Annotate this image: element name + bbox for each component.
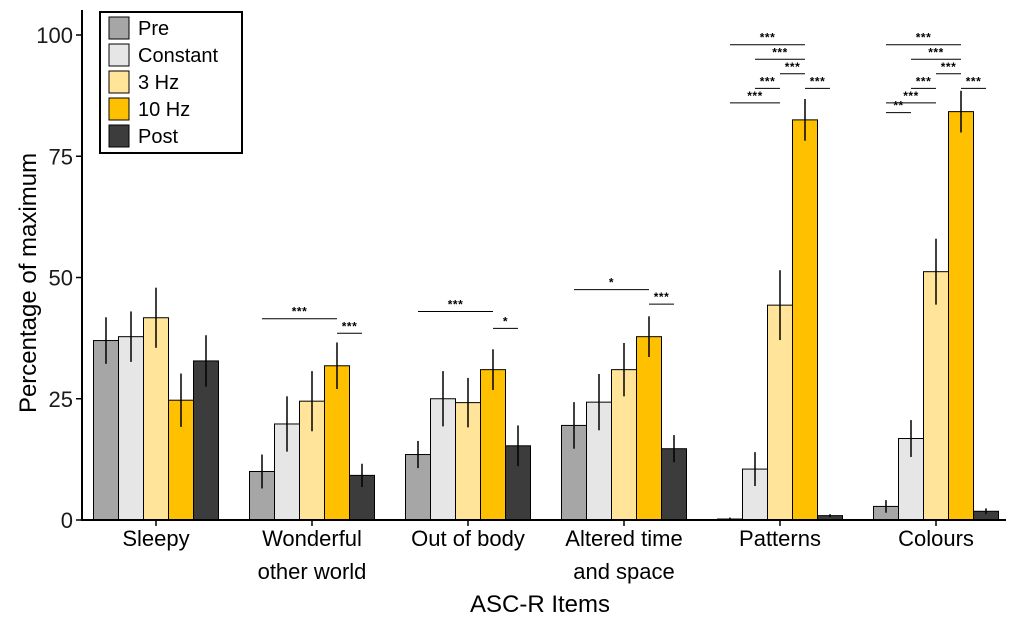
significance-label: *** — [928, 45, 944, 59]
x-tick-label: Wonderful — [262, 526, 362, 551]
significance-label: *** — [760, 74, 776, 88]
significance-label: ** — [893, 99, 903, 113]
x-tick-label: other world — [258, 559, 367, 584]
significance-label: *** — [292, 305, 308, 319]
significance-label: *** — [903, 89, 919, 103]
y-tick-label: 75 — [49, 144, 73, 169]
legend-label: Constant — [138, 45, 218, 67]
legend-swatch — [108, 97, 130, 121]
x-axis-title: ASC-R Items — [470, 591, 610, 618]
x-tick-label: Altered time — [565, 526, 682, 551]
significance-label: * — [503, 314, 508, 328]
significance-label: *** — [916, 74, 932, 88]
bar — [143, 317, 169, 521]
y-tick-label: 50 — [49, 266, 73, 291]
bar — [792, 119, 818, 521]
significance-label: *** — [760, 31, 776, 45]
x-tick-label: Patterns — [739, 526, 821, 551]
legend-swatch — [108, 16, 130, 40]
significance-label: *** — [966, 74, 982, 88]
legend-label: 10 Hz — [138, 99, 190, 121]
significance-label: *** — [654, 290, 670, 304]
plot-area — [93, 90, 999, 521]
bar — [93, 340, 119, 521]
legend-label: 3 Hz — [138, 72, 179, 94]
significance-label: *** — [342, 319, 358, 333]
y-ticks: 0 25 50 75 100 — [36, 23, 82, 533]
legend-label: Post — [138, 126, 178, 148]
bar — [480, 369, 506, 521]
x-tick-label: Sleepy — [122, 526, 189, 551]
legend-label: Pre — [138, 18, 169, 40]
significance-label: *** — [785, 60, 801, 74]
bar — [948, 111, 974, 521]
significance-label: *** — [916, 31, 932, 45]
significance-label: *** — [448, 297, 464, 311]
significance-brackets: ****************************************… — [262, 31, 986, 334]
y-tick-label: 25 — [49, 387, 73, 412]
bar — [923, 271, 949, 521]
legend-swatch — [108, 43, 130, 67]
bar — [118, 336, 144, 521]
legend: Pre Constant 3 Hz 10 Hz Post — [99, 11, 243, 154]
significance-label: *** — [810, 74, 826, 88]
x-tick-label: and space — [573, 559, 675, 584]
x-ticks: Sleepy Wonderful other world Out of body Alt… — [122, 520, 974, 584]
bar — [636, 336, 662, 521]
legend-swatch — [108, 124, 130, 148]
significance-label: *** — [747, 89, 763, 103]
y-axis-title: Percentage of maximum — [15, 153, 42, 413]
y-tick-label: 0 — [61, 508, 73, 533]
x-tick-label: Out of body — [411, 526, 525, 551]
significance-label: *** — [941, 60, 957, 74]
y-tick-label: 100 — [36, 23, 73, 48]
legend-swatch — [108, 70, 130, 94]
significance-label: * — [609, 276, 614, 290]
significance-label: *** — [772, 45, 788, 59]
x-tick-label: Colours — [898, 526, 974, 551]
